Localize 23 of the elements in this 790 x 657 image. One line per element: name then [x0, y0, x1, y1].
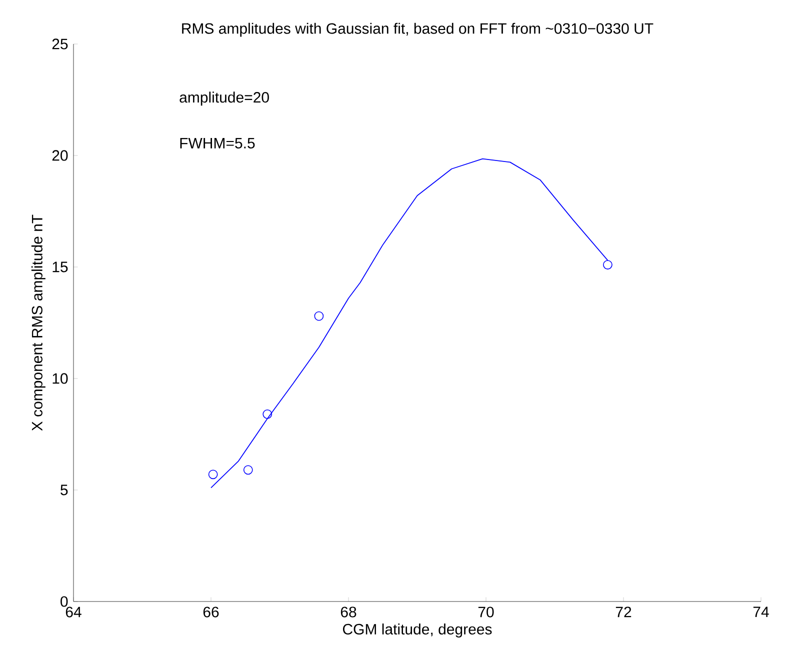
x-tick-label: 70	[478, 606, 494, 618]
x-axis-title: CGM latitude, degrees	[342, 624, 492, 638]
x-tick-label: 66	[203, 606, 219, 618]
point	[262, 409, 272, 419]
annotation: amplitude=20	[180, 92, 269, 106]
point	[602, 260, 612, 270]
y-tick-label: 25	[52, 38, 68, 50]
chart-title: RMS amplitudes with Gaussian fit, based on FFT from ~0310−0330 UT	[182, 22, 654, 37]
annotation: FWHM=5.5	[180, 138, 255, 148]
point	[314, 311, 324, 321]
y-tick-label: 15	[52, 262, 68, 272]
point	[243, 465, 253, 475]
y-tick-label: 20	[52, 150, 68, 161]
y-tick-label: 5	[60, 484, 68, 496]
x-tick-label: 74	[753, 606, 769, 618]
y-axis-title: X component RMS amplitude nT	[31, 214, 46, 431]
y-tick-label: 0	[60, 596, 68, 607]
point	[208, 470, 218, 480]
line-series	[210, 158, 608, 488]
x-tick-label: 64	[66, 606, 82, 618]
x-tick-label: 68	[340, 606, 356, 618]
x-tick-label: 72	[616, 606, 632, 618]
y-tick-label: 10	[52, 373, 68, 384]
